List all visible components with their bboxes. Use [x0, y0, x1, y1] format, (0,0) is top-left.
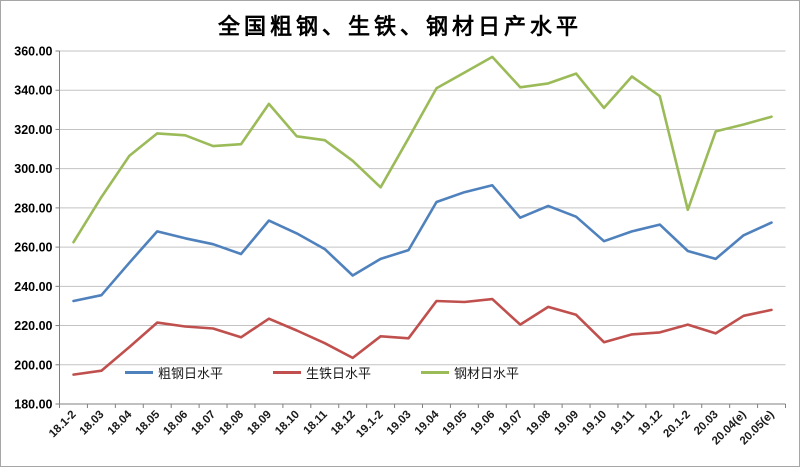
- y-axis-label: 220.00: [14, 319, 52, 333]
- chart-title: 全国粗钢、生铁、钢材日产水平: [217, 14, 582, 39]
- y-axis-label: 360.00: [14, 45, 52, 59]
- series-line-crude-steel: [72, 184, 773, 303]
- x-axis-label: 20.1-2: [661, 409, 693, 441]
- y-axis-label: 180.00: [14, 398, 52, 412]
- legend-item-steel-products: 钢材日水平: [421, 365, 520, 381]
- x-axis-label: 19.05: [441, 408, 470, 437]
- legend-swatch-steel-products: [421, 371, 450, 374]
- y-axis-label: 340.00: [14, 84, 52, 98]
- x-axis-label: 18.12: [329, 409, 358, 438]
- x-axis-label: 18.09: [245, 409, 274, 438]
- legend-label-steel-products: 钢材日水平: [454, 366, 520, 381]
- x-axis-label: 19.07: [497, 409, 526, 438]
- x-axis-label: 19.1-2: [354, 409, 386, 441]
- x-axis-label: 19.10: [580, 409, 609, 438]
- x-axis-label: 18.05: [134, 408, 163, 437]
- y-axis-label: 320.00: [14, 123, 52, 137]
- x-axis-label: 19.06: [469, 409, 498, 438]
- x-axis-label: 18.04: [106, 408, 135, 437]
- x-axis-label: 18.10: [273, 409, 302, 438]
- y-axis-label: 200.00: [14, 358, 52, 372]
- legend-label-crude-steel: 粗钢日水平: [158, 366, 224, 381]
- x-axis-label: 18.1-2: [47, 409, 79, 441]
- y-axis-label: 240.00: [14, 280, 52, 294]
- x-axis-label: 19.11: [609, 408, 638, 437]
- y-axis-label: 300.00: [14, 162, 52, 176]
- legend-label-pig-iron: 生铁日水平: [306, 366, 372, 381]
- x-axis-label: 18.06: [161, 409, 190, 438]
- legend-item-crude-steel: 粗钢日水平: [125, 365, 224, 381]
- legend-item-pig-iron: 生铁日水平: [273, 365, 372, 381]
- x-axis-label: 19.03: [385, 409, 414, 438]
- y-axis-label: 260.00: [14, 241, 52, 255]
- x-axis-label: 19.12: [636, 409, 665, 438]
- x-axis-label: 18.11: [301, 408, 330, 437]
- y-axis-label: 280.00: [14, 201, 52, 215]
- x-axis-label: 19.08: [524, 408, 553, 437]
- x-axis-label: 18.03: [78, 409, 107, 438]
- x-axis-label: 19.09: [552, 409, 581, 438]
- legend-swatch-crude-steel: [125, 371, 153, 374]
- series-line-steel-products: [72, 55, 773, 244]
- legend-swatch-pig-iron: [273, 371, 302, 374]
- x-axis-label: 18.07: [189, 409, 218, 438]
- legend: 粗钢日水平 生铁日水平 钢材日水平: [125, 365, 520, 381]
- series-line-pig-iron: [72, 297, 773, 376]
- x-axis-label: 19.04: [413, 408, 442, 437]
- x-axis-label: 18.08: [217, 408, 246, 437]
